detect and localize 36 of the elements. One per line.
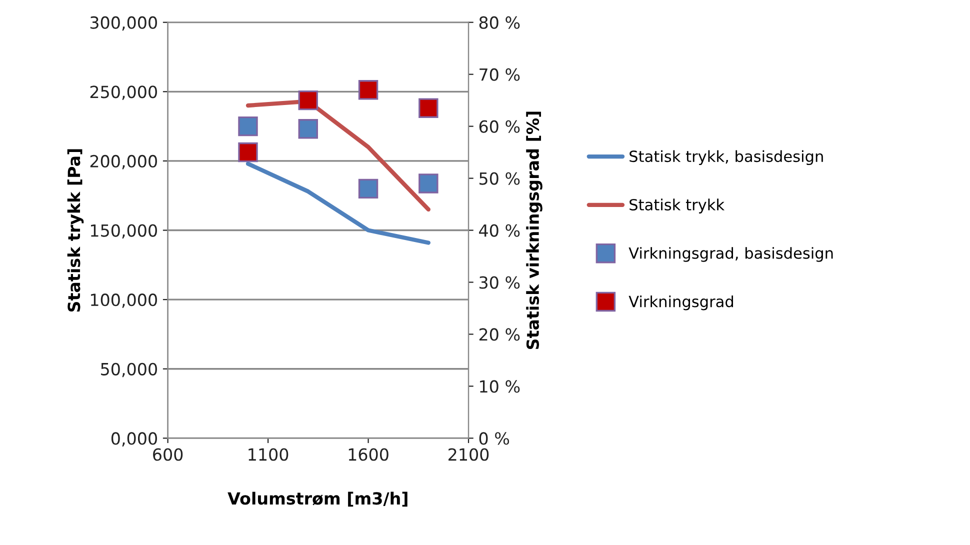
y-tick-label: 0,000: [111, 432, 157, 446]
y2-tick-label: 60 %: [479, 120, 520, 133]
y2-tick-label: 0 %: [479, 432, 510, 445]
y-tick-label: 300,000: [90, 16, 157, 31]
y2-axis-title: Statisk virkningsgrad [%]: [526, 112, 542, 350]
x-tick-label: 1100: [248, 448, 288, 461]
y2-tick-label: 30 %: [480, 276, 520, 289]
point: [358, 80, 378, 100]
point: [298, 90, 318, 110]
x-tick-label: 1600: [348, 448, 388, 461]
y2-tick-label: 10 %: [480, 380, 520, 393]
legend-label: Statisk trykk: [630, 198, 725, 214]
x-tick-label: 2100: [448, 448, 489, 461]
y2-tick-label: 80 %: [479, 16, 520, 29]
y2-tick-label: 40 %: [479, 224, 520, 237]
point: [358, 178, 378, 199]
y2-tick-label: 70 %: [480, 68, 520, 81]
y-axis-title: Statisk trykk [Pa]: [67, 149, 84, 312]
point: [418, 98, 438, 118]
point: [238, 116, 258, 136]
line-series: [246, 162, 430, 245]
legend-label: Virkningsgrad, basisdesign: [628, 247, 833, 262]
point: [238, 142, 258, 162]
point: [418, 174, 438, 194]
y2-tick-label: 50 %: [480, 172, 520, 185]
y-tick-label: 50,000: [101, 362, 157, 378]
legend-label: Virkningsgrad: [628, 295, 734, 310]
x-tick-label: 600: [153, 448, 183, 461]
x-axis-title: Volumstrøm [m3/h]: [228, 492, 408, 507]
y2-tick-label: 20 %: [479, 328, 520, 341]
legend-label: Statisk trykk, basisdesign: [630, 150, 823, 166]
point: [298, 119, 318, 139]
y-tick-label: 100,000: [90, 294, 157, 308]
y-tick-label: 250,000: [90, 86, 157, 100]
y-tick-label: 200,000: [90, 154, 157, 170]
y-tick-label: 150,000: [90, 224, 157, 239]
